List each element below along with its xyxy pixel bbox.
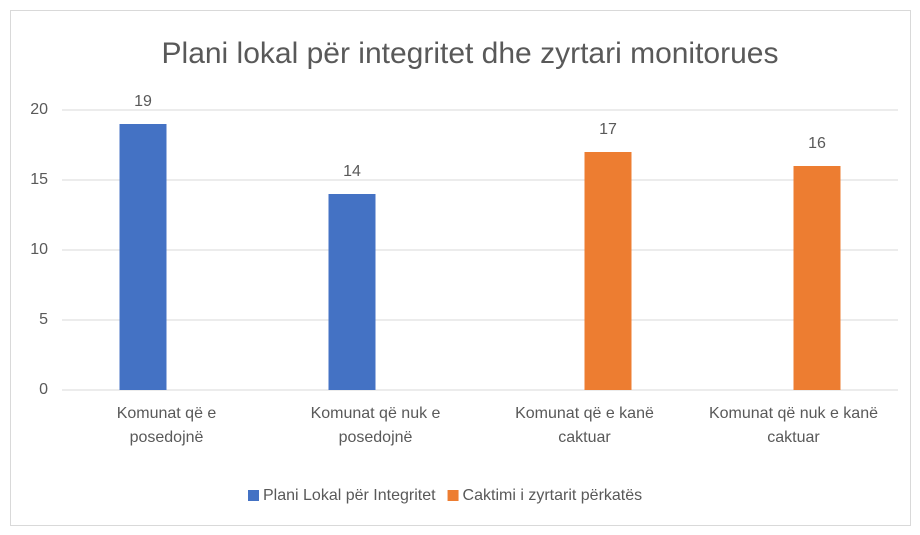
y-tick-label: 0 [39,381,48,398]
y-tick-label: 20 [30,101,48,118]
x-tick-label: Komunat që e posedojnë [116,405,217,446]
data-label: 17 [599,121,617,138]
data-label: 19 [134,93,152,110]
x-tick-label: Komunat që e kanë caktuar [515,405,654,446]
data-label: 16 [808,135,826,152]
y-tick-label: 15 [30,171,48,188]
x-tick-label: Komunat që nuk e kanë caktuar [708,405,878,446]
bar [584,152,632,390]
y-tick-label: 10 [30,241,48,258]
legend-label: Caktimi i zyrtarit përkatës [463,487,643,504]
x-tick-label: Komunat që nuk e posedojnë [310,405,441,446]
bar [328,194,376,390]
chart-title: Plani lokal për integritet dhe zyrtari m… [162,37,779,70]
legend-swatch [447,490,459,501]
bar [119,124,167,390]
y-tick-label: 5 [39,311,48,328]
legend-label: Plani Lokal për Integritet [263,487,436,504]
bar [793,166,841,390]
legend-swatch [248,490,259,501]
data-label: 14 [343,163,361,180]
